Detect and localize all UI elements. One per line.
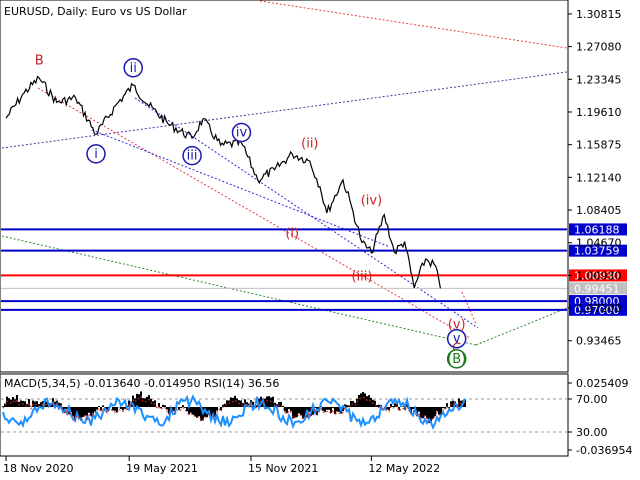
trendline-group [1,0,568,346]
price-axis-label: 1.27080 [576,41,622,54]
wave-label-circle [123,58,143,78]
wave-label: (i) [285,227,299,242]
price-series-line [5,75,441,289]
wave-label: (v) [448,318,466,333]
price-level-badge [569,244,627,257]
price-axis-label: 0.93465 [576,335,622,348]
price-level-label: 0.97000 [574,304,620,317]
price-axis-label: 1.08405 [576,204,622,217]
price-level-label: 1.03759 [574,245,620,258]
price-level-label: 0.99451 [574,282,620,295]
wave-label-circle [446,328,467,349]
price-axis-label: 1.15875 [576,139,622,152]
indicator-axis-label: 70.00 [576,393,608,406]
wave-label: iii [187,149,198,164]
red-channel-lower [37,87,471,339]
wave-label: iv [236,126,248,141]
price-axis-label: 0.97200 [576,302,622,315]
price-level-badge [569,303,627,316]
indicator-axis-label: 0.025409 [576,377,629,390]
price-level-badge [569,269,627,282]
time-axis-label: 12 May 2022 [368,462,440,475]
indicator-axis-label: 30.00 [576,426,608,439]
wave-label: (iv) [361,193,382,208]
rsi-line [2,394,466,431]
wave-label: C [452,341,461,356]
price-axis-label: 1.12140 [576,171,622,184]
indicator-title: MACD(5,34,5) -0.013640 -0.014950 RSI(14)… [4,377,279,390]
price-level-badge [569,282,627,295]
price-axis-label: 1.00930 [576,269,622,282]
wave-label: ii [130,61,137,76]
time-axis-label: 19 May 2021 [126,462,198,475]
green-projection-line [475,307,568,346]
red-projection-line [461,291,477,325]
blue-wave-channel-upper [134,97,479,329]
wave-label: (ii) [301,137,318,152]
green-trend-line [1,235,477,346]
price-level-label: 1.06188 [574,223,620,236]
price-panel [0,0,569,373]
wave-label: B [35,54,44,69]
price-level-badge [569,223,627,236]
price-axis-label: 1.30815 [576,8,622,21]
wave-label-circle [86,144,106,164]
wave-label-circle [231,122,252,143]
wave-label: (iii) [351,270,372,285]
wave-label-circle [182,145,202,166]
wave-label: i [94,147,98,162]
indicator-axis-label: -0.036954 [576,444,632,457]
blue-wave-channel-lower [91,129,391,248]
wave-label: v [453,332,461,347]
purple-channel-line [1,71,568,149]
time-axis-label: 18 Nov 2020 [3,462,73,475]
wave-label: (B) [447,352,466,367]
price-axis-label: 1.23345 [576,73,622,86]
price-level-label: 1.00930 [574,269,620,282]
wave-label-circle [446,349,467,369]
price-axis-label: 1.04670 [576,237,622,250]
time-axis-label: 15 Nov 2021 [248,462,318,475]
indicator-panel [0,373,569,457]
price-axis-label: 1.19610 [576,106,622,119]
chart-title: EURUSD, Daily: Euro vs US Dollar [4,5,187,18]
